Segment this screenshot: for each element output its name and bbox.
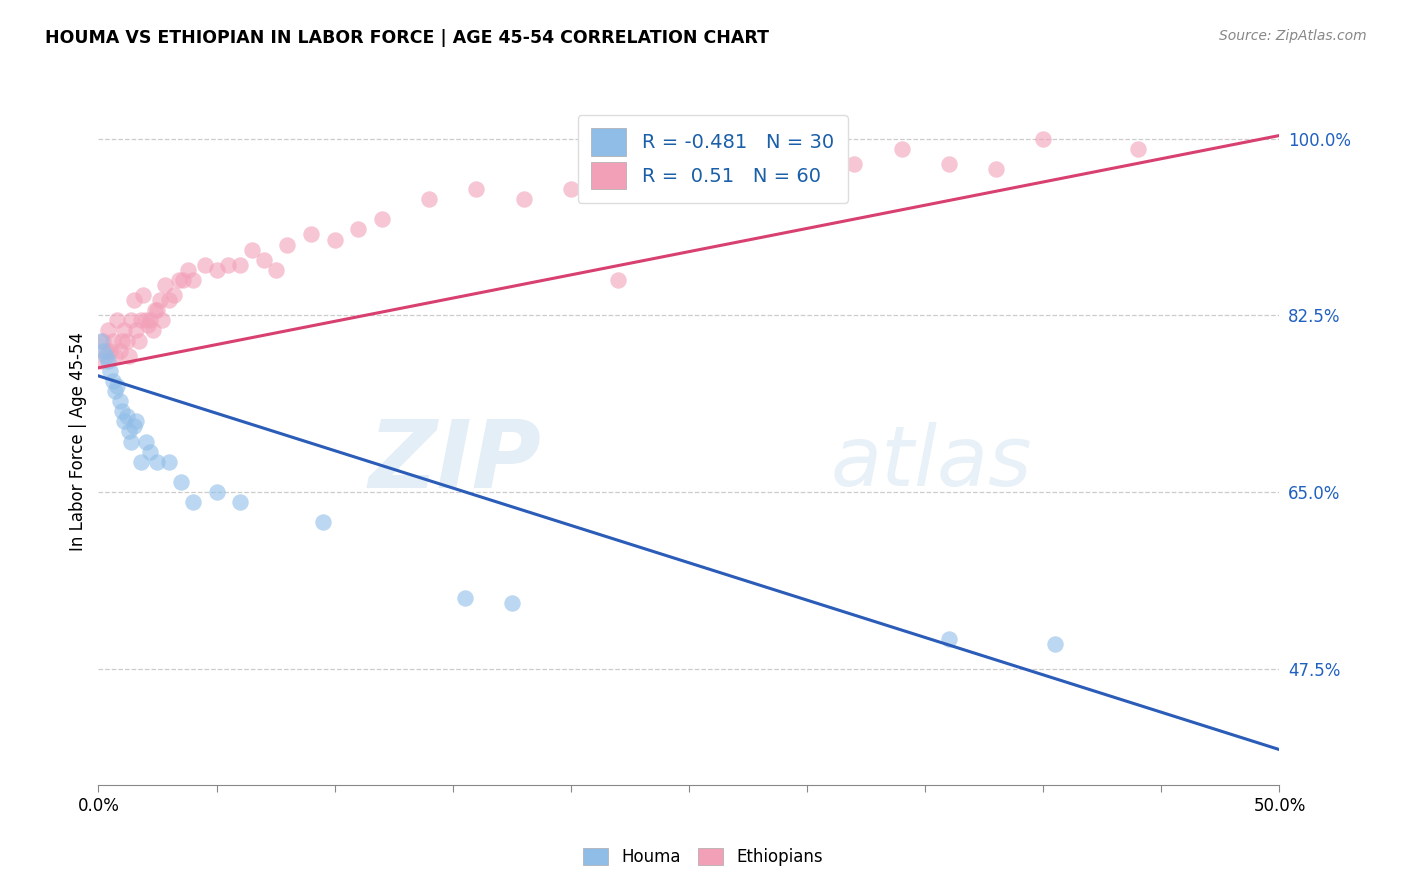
Point bbox=[104, 384, 127, 398]
Text: Source: ZipAtlas.com: Source: ZipAtlas.com bbox=[1219, 29, 1367, 43]
Point bbox=[1043, 636, 1066, 650]
Point bbox=[163, 288, 186, 302]
Point bbox=[105, 379, 128, 393]
Point bbox=[560, 182, 582, 196]
Point bbox=[371, 212, 394, 227]
Point bbox=[115, 334, 138, 348]
Point bbox=[112, 414, 135, 428]
Point bbox=[938, 632, 960, 646]
Point bbox=[101, 374, 124, 388]
Point bbox=[135, 434, 157, 449]
Text: HOUMA VS ETHIOPIAN IN LABOR FORCE | AGE 45-54 CORRELATION CHART: HOUMA VS ETHIOPIAN IN LABOR FORCE | AGE … bbox=[45, 29, 769, 46]
Point bbox=[128, 334, 150, 348]
Point bbox=[844, 157, 866, 171]
Point bbox=[678, 161, 700, 176]
Point bbox=[98, 364, 121, 378]
Point bbox=[125, 323, 148, 337]
Legend: Houma, Ethiopians: Houma, Ethiopians bbox=[575, 840, 831, 875]
Point bbox=[157, 455, 180, 469]
Point bbox=[725, 152, 748, 166]
Text: atlas: atlas bbox=[831, 422, 1032, 503]
Point bbox=[104, 349, 127, 363]
Point bbox=[132, 288, 155, 302]
Point bbox=[129, 313, 152, 327]
Point bbox=[240, 243, 263, 257]
Point bbox=[167, 273, 190, 287]
Point bbox=[90, 334, 112, 348]
Point bbox=[149, 293, 172, 307]
Point bbox=[299, 227, 322, 242]
Point bbox=[146, 303, 169, 318]
Point bbox=[276, 237, 298, 252]
Point bbox=[108, 394, 131, 409]
Point bbox=[181, 273, 204, 287]
Point bbox=[122, 293, 145, 307]
Point bbox=[1126, 142, 1149, 156]
Point bbox=[118, 425, 141, 439]
Point bbox=[170, 475, 193, 489]
Point bbox=[111, 404, 134, 418]
Point bbox=[121, 434, 143, 449]
Point bbox=[142, 323, 165, 337]
Point bbox=[347, 222, 370, 236]
Point bbox=[796, 146, 818, 161]
Point bbox=[229, 495, 252, 509]
Point bbox=[153, 277, 176, 292]
Point bbox=[94, 343, 117, 358]
Point bbox=[146, 455, 169, 469]
Text: ZIP: ZIP bbox=[368, 417, 541, 508]
Point bbox=[139, 313, 162, 327]
Point bbox=[418, 192, 440, 206]
Point bbox=[501, 596, 523, 610]
Point bbox=[229, 258, 252, 272]
Point bbox=[177, 262, 200, 277]
Legend: R = -0.481   N = 30, R =  0.51   N = 60: R = -0.481 N = 30, R = 0.51 N = 60 bbox=[578, 115, 848, 202]
Point bbox=[122, 419, 145, 434]
Point bbox=[97, 353, 120, 368]
Point bbox=[121, 313, 143, 327]
Point bbox=[172, 273, 194, 287]
Point bbox=[90, 353, 112, 368]
Point bbox=[181, 495, 204, 509]
Point bbox=[91, 343, 114, 358]
Point bbox=[101, 334, 124, 348]
Point bbox=[205, 485, 228, 500]
Point bbox=[108, 343, 131, 358]
Point bbox=[136, 318, 159, 333]
Point bbox=[607, 273, 630, 287]
Point bbox=[115, 409, 138, 424]
Point bbox=[938, 157, 960, 171]
Point bbox=[150, 313, 173, 327]
Point bbox=[312, 516, 335, 530]
Point bbox=[194, 258, 217, 272]
Point bbox=[97, 323, 120, 337]
Point bbox=[118, 349, 141, 363]
Point bbox=[453, 591, 475, 606]
Point bbox=[890, 142, 912, 156]
Point bbox=[129, 455, 152, 469]
Point bbox=[105, 313, 128, 327]
Point bbox=[157, 293, 180, 307]
Point bbox=[512, 192, 534, 206]
Point bbox=[135, 313, 157, 327]
Point bbox=[143, 303, 166, 318]
Point bbox=[1032, 131, 1054, 145]
Point bbox=[112, 323, 135, 337]
Point bbox=[205, 262, 228, 277]
Point bbox=[253, 252, 276, 267]
Point bbox=[91, 334, 114, 348]
Point bbox=[217, 258, 239, 272]
Point bbox=[98, 343, 121, 358]
Y-axis label: In Labor Force | Age 45-54: In Labor Force | Age 45-54 bbox=[69, 332, 87, 551]
Point bbox=[465, 182, 488, 196]
Point bbox=[984, 161, 1007, 176]
Point bbox=[125, 414, 148, 428]
Point bbox=[94, 349, 117, 363]
Point bbox=[264, 262, 287, 277]
Point bbox=[323, 233, 346, 247]
Point bbox=[139, 444, 162, 458]
Point bbox=[111, 334, 134, 348]
